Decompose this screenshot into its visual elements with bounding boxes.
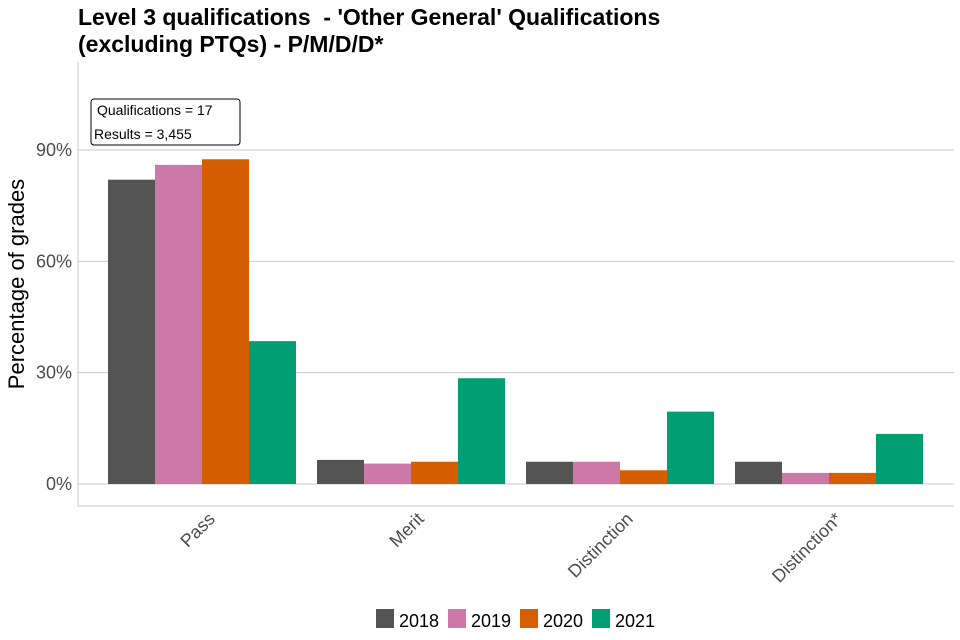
- y-tick-labels: 0% 30% 60% 90%: [36, 140, 72, 494]
- annotation-results: Results = 3,455: [94, 126, 192, 142]
- annotation-qualifications: Qualifications = 17: [97, 102, 213, 118]
- x-tick-labels: Pass Merit Distinction Distinction*: [176, 509, 845, 587]
- chart-title: Level 3 qualifications - 'Other General'…: [78, 4, 938, 58]
- annotation-frame: [90, 98, 241, 146]
- legend-swatch: [592, 609, 610, 628]
- bar: [667, 411, 714, 484]
- legend-swatch: [448, 609, 466, 628]
- bar: [876, 433, 923, 484]
- x-tick-label: Merit: [385, 509, 427, 551]
- y-tick-label: 90%: [36, 140, 72, 160]
- bar: [829, 472, 876, 484]
- chart-title-line-1: Level 3 qualifications - 'Other General'…: [78, 4, 661, 30]
- bar: [317, 459, 364, 484]
- axes-layer: [77, 62, 954, 507]
- bar: [782, 472, 829, 484]
- bar: [620, 470, 667, 484]
- x-tick-label: Distinction*: [768, 509, 846, 587]
- bar: [526, 461, 573, 484]
- legend-label: 2021: [615, 611, 655, 631]
- legend-swatch: [376, 609, 394, 628]
- y-tick-label: 30%: [36, 363, 72, 383]
- bar: [573, 461, 620, 484]
- legend-label: 2018: [399, 611, 439, 631]
- bar: [364, 463, 411, 484]
- x-tick-label: Pass: [176, 509, 218, 551]
- y-axis-label: Percentage of grades: [4, 179, 29, 389]
- legend-label: 2019: [471, 611, 511, 631]
- bar: [202, 159, 249, 484]
- y-tick-label: 0%: [46, 474, 72, 494]
- bar: [411, 461, 458, 484]
- bar: [108, 179, 155, 484]
- bar: [458, 378, 505, 484]
- bars-layer: [108, 159, 923, 484]
- x-tick-label: Distinction: [564, 509, 637, 582]
- legend-swatch: [520, 609, 538, 628]
- y-tick-label: 60%: [36, 251, 72, 271]
- legend-label: 2020: [543, 611, 583, 631]
- chart-title-line-2: (excluding PTQs) - P/M/D/D*: [78, 31, 384, 57]
- annotation-box: Qualifications = 17 Results = 3,455: [90, 98, 241, 146]
- legend: 2018 2019 2020 2021: [376, 609, 655, 631]
- bar: [249, 341, 296, 484]
- bar: [735, 461, 782, 484]
- bar: [155, 164, 202, 484]
